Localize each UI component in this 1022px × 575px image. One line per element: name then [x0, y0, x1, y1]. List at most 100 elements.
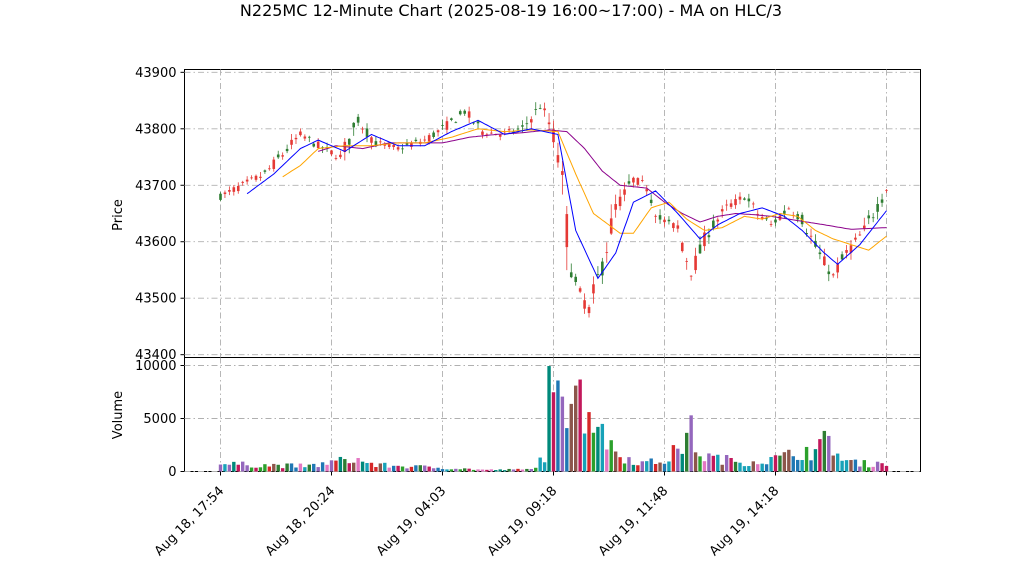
volume-bar — [236, 464, 240, 472]
volume-bar — [258, 467, 263, 472]
x-axis-ticks: Aug 18, 17:54 Aug 18, 20:24 Aug 19, 04:03 A… — [152, 471, 887, 560]
candle-body — [876, 204, 879, 212]
candle-body — [840, 254, 844, 260]
candle-body — [445, 121, 449, 130]
volume-bar — [498, 469, 502, 472]
candle-body — [831, 274, 835, 276]
candle-body — [454, 122, 458, 124]
volume-bar — [858, 466, 862, 472]
candle-body — [543, 108, 546, 111]
candle-body — [836, 264, 839, 273]
candle-body — [392, 144, 395, 148]
x-tick-label: Aug 19, 09:18 — [485, 484, 561, 560]
candle-body — [641, 180, 644, 181]
volume-bar — [534, 467, 538, 472]
candle-body — [263, 170, 267, 172]
volume-bar — [880, 463, 884, 472]
volume-bar — [680, 453, 684, 472]
candle-body — [783, 210, 786, 214]
candle-body — [867, 215, 871, 219]
volume-bar — [618, 457, 622, 472]
candle-body — [316, 141, 320, 149]
volume-bar — [840, 460, 844, 472]
volume-bar — [751, 461, 755, 472]
candle-body — [228, 190, 231, 192]
candle-body — [672, 223, 675, 229]
volume-bar — [685, 432, 689, 472]
candle-body — [676, 225, 680, 229]
candle-body — [743, 198, 746, 200]
candle-body — [219, 193, 222, 200]
volume-bar — [645, 461, 649, 472]
candle-body — [592, 284, 595, 294]
volume-bar — [574, 385, 578, 472]
volume-bar — [667, 461, 671, 472]
candle-body — [436, 130, 440, 133]
volume-bar — [711, 455, 716, 472]
volume-bar — [587, 412, 591, 472]
volume-bar — [800, 460, 804, 472]
candle-body — [752, 203, 755, 205]
volume-bar — [427, 466, 431, 472]
volume-bar — [374, 467, 378, 472]
candle-body — [738, 196, 742, 200]
volume-bars — [218, 366, 889, 472]
candle-body — [578, 288, 582, 292]
volume-bar — [875, 461, 880, 472]
candle-body — [352, 122, 355, 128]
volume-bar — [813, 449, 818, 472]
candle-body — [849, 245, 853, 253]
candle-body — [574, 276, 577, 283]
volume-bar — [578, 379, 582, 472]
price-tick-label: 43400 — [135, 348, 176, 363]
candle-body — [347, 138, 351, 145]
candle-body — [694, 255, 697, 271]
volume-bar — [773, 455, 778, 472]
price-plot-frame — [184, 69, 921, 358]
volume-bar — [778, 455, 782, 472]
volume-bar — [853, 459, 858, 472]
candle-body — [254, 175, 258, 180]
candle-body — [720, 209, 724, 212]
volume-bar — [520, 469, 525, 472]
candle-body — [467, 111, 471, 118]
volume-bar — [352, 462, 356, 472]
volume-bar — [600, 423, 605, 472]
candle-body — [303, 136, 307, 139]
candle-body — [685, 260, 688, 262]
volume-bar — [818, 439, 822, 472]
volume-bar — [467, 468, 471, 472]
volume-bar — [378, 463, 383, 472]
volume-bar — [702, 461, 707, 472]
volume-bar — [267, 466, 272, 472]
candle-body — [716, 219, 720, 222]
price-tick-label: 43600 — [135, 235, 176, 250]
candle-body — [703, 232, 706, 247]
volume-bar — [729, 457, 733, 472]
volume-bar — [343, 459, 347, 472]
candle-body — [680, 242, 684, 252]
volume-bar — [636, 465, 640, 472]
volume-bar — [787, 449, 791, 472]
candle-body — [601, 261, 604, 276]
volume-bar — [565, 428, 569, 472]
candle-body — [521, 125, 524, 127]
volume-bar — [272, 463, 276, 472]
volume-bar — [423, 465, 427, 472]
volume-bar — [338, 456, 343, 472]
candle-body — [356, 116, 360, 123]
candle-body — [609, 218, 613, 234]
candle-body — [561, 171, 564, 175]
candle-body — [725, 204, 728, 206]
candle-body — [587, 307, 591, 314]
volume-bar — [241, 461, 245, 472]
candle-body — [294, 137, 298, 140]
candle-body — [481, 131, 484, 135]
candle-body — [654, 215, 657, 217]
volume-bar — [862, 460, 866, 472]
candle-body — [760, 217, 764, 219]
candle-body — [365, 128, 369, 137]
volume-bar — [458, 469, 462, 472]
candle-body — [472, 122, 475, 124]
